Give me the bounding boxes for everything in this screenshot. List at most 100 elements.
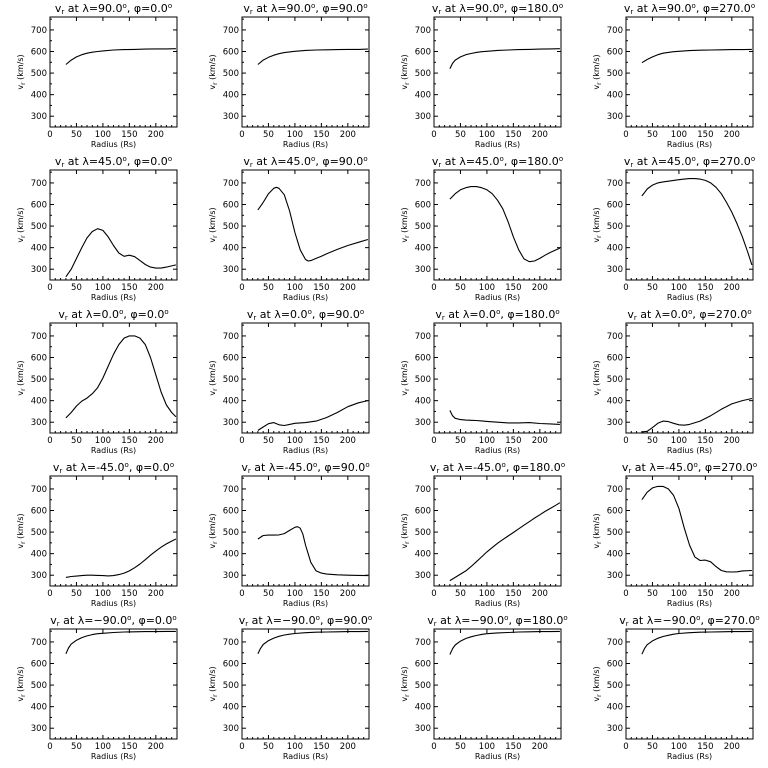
- plot-frame: [625, 16, 754, 128]
- y-tick-label: 700: [607, 26, 623, 36]
- y-tick-label: 300: [223, 724, 239, 734]
- y-tick-label: 500: [607, 222, 623, 232]
- x-tick-label: 200: [532, 742, 548, 752]
- y-tick-label: 600: [31, 507, 47, 517]
- y-tick-label: 600: [607, 201, 623, 211]
- chart-panel: vr at λ=−90.0o, φ=0.0o 0 50 100 150 200 300 400…: [16, 614, 178, 761]
- x-tick-label: 50: [455, 283, 466, 293]
- plot-frame: [241, 475, 370, 587]
- y-tick-label: 400: [415, 91, 431, 101]
- x-tick-label: 200: [532, 589, 548, 599]
- chart-title: vr at λ=0.0o, φ=0.0o: [58, 308, 168, 322]
- y-axis-label: vr (km/s): [16, 54, 27, 89]
- series-line: [257, 630, 368, 655]
- chart-title: vr at λ=90.0o, φ=0.0o: [55, 2, 172, 16]
- chart-title: vr at λ=0.0o, φ=90.0o: [247, 308, 364, 322]
- y-tick-label: 700: [607, 332, 623, 342]
- y-tick-label: 700: [223, 332, 239, 342]
- y-axis-label: vr (km/s): [16, 207, 27, 242]
- y-tick-label: 400: [223, 397, 239, 407]
- chart-panel: vr at λ=90.0o, φ=90.0o 0 50 100 150 200 300 400…: [208, 2, 370, 149]
- x-tick-label: 150: [697, 589, 713, 599]
- x-tick-label: 0: [431, 742, 436, 752]
- x-tick-label: 0: [623, 589, 628, 599]
- x-tick-label: 150: [313, 589, 329, 599]
- x-tick-label: 200: [724, 589, 740, 599]
- plot-frame: [49, 16, 178, 128]
- y-tick-label: 700: [415, 485, 431, 495]
- chart-title: vr at λ=-45.0o, φ=0.0o: [53, 461, 174, 475]
- y-tick-label: 300: [31, 724, 47, 734]
- chart-title: vr at λ=−90.0o, φ=180.0o: [427, 614, 567, 628]
- y-axis-label: vr (km/s): [592, 666, 603, 701]
- y-tick-label: 400: [31, 703, 47, 713]
- x-tick-label: 200: [532, 436, 548, 446]
- chart-panel: vr at λ=90.0o, φ=270.0o 0 50 100 150 200 300 40…: [592, 2, 755, 149]
- x-tick-label: 50: [455, 589, 466, 599]
- x-tick-label: 50: [647, 742, 658, 752]
- y-tick-label: 300: [415, 112, 431, 122]
- chart-panel: vr at λ=0.0o, φ=270.0o 0 50 100 150 200 300 400…: [592, 308, 754, 455]
- x-tick-label: 100: [671, 436, 687, 446]
- x-tick-label: 50: [71, 283, 82, 293]
- x-axis-label: Radius (Rs): [283, 293, 328, 302]
- x-tick-label: 200: [724, 283, 740, 293]
- x-axis-label: Radius (Rs): [475, 293, 520, 302]
- y-tick-label: 500: [223, 222, 239, 232]
- y-tick-label: 400: [31, 397, 47, 407]
- y-tick-label: 400: [223, 550, 239, 560]
- y-tick-label: 700: [223, 485, 239, 495]
- x-axis-label: Radius (Rs): [283, 599, 328, 608]
- x-tick-label: 100: [95, 742, 111, 752]
- y-tick-label: 500: [223, 528, 239, 538]
- x-tick-label: 150: [313, 130, 329, 140]
- y-tick-label: 500: [607, 69, 623, 79]
- x-tick-label: 50: [71, 589, 82, 599]
- y-tick-label: 500: [31, 375, 47, 385]
- series-line: [65, 538, 177, 578]
- series-line: [449, 410, 560, 425]
- x-tick-label: 150: [697, 130, 713, 140]
- x-tick-label: 0: [623, 283, 628, 293]
- x-tick-label: 150: [313, 742, 329, 752]
- plot-frame: [433, 475, 562, 587]
- y-tick-label: 500: [31, 69, 47, 79]
- x-tick-label: 200: [340, 130, 356, 140]
- x-tick-label: 50: [71, 436, 82, 446]
- y-tick-label: 700: [31, 485, 47, 495]
- y-tick-label: 400: [223, 244, 239, 254]
- y-tick-label: 500: [31, 681, 47, 691]
- x-axis-label: Radius (Rs): [91, 752, 136, 761]
- y-tick-label: 400: [223, 91, 239, 101]
- x-tick-label: 0: [623, 742, 628, 752]
- x-tick-label: 50: [71, 742, 82, 752]
- chart-panel: vr at λ=−90.0o, φ=270.0o 0 50 100 150 200 300 4…: [592, 614, 760, 761]
- y-tick-label: 300: [223, 571, 239, 581]
- chart-title: vr at λ=45.0o, φ=90.0o: [243, 155, 367, 169]
- x-tick-label: 150: [697, 283, 713, 293]
- x-axis-label: Radius (Rs): [475, 140, 520, 149]
- series-line: [641, 630, 752, 655]
- x-tick-label: 50: [647, 589, 658, 599]
- series-line: [257, 186, 369, 262]
- y-tick-label: 300: [223, 418, 239, 428]
- y-tick-label: 300: [415, 571, 431, 581]
- x-tick-label: 150: [505, 283, 521, 293]
- y-tick-label: 500: [415, 681, 431, 691]
- chart-title: vr at λ=45.0o, φ=180.0o: [432, 155, 563, 169]
- x-tick-label: 100: [479, 130, 495, 140]
- y-tick-label: 600: [223, 201, 239, 211]
- y-tick-label: 300: [607, 112, 623, 122]
- x-tick-label: 200: [340, 742, 356, 752]
- x-axis-label: Radius (Rs): [283, 140, 328, 149]
- y-tick-label: 500: [223, 375, 239, 385]
- plot-frame: [241, 322, 370, 434]
- x-tick-label: 0: [239, 589, 244, 599]
- y-tick-label: 500: [223, 681, 239, 691]
- y-tick-label: 400: [415, 550, 431, 560]
- plot-frame: [433, 628, 562, 740]
- y-tick-label: 500: [607, 681, 623, 691]
- x-tick-label: 150: [505, 589, 521, 599]
- y-tick-label: 500: [223, 69, 239, 79]
